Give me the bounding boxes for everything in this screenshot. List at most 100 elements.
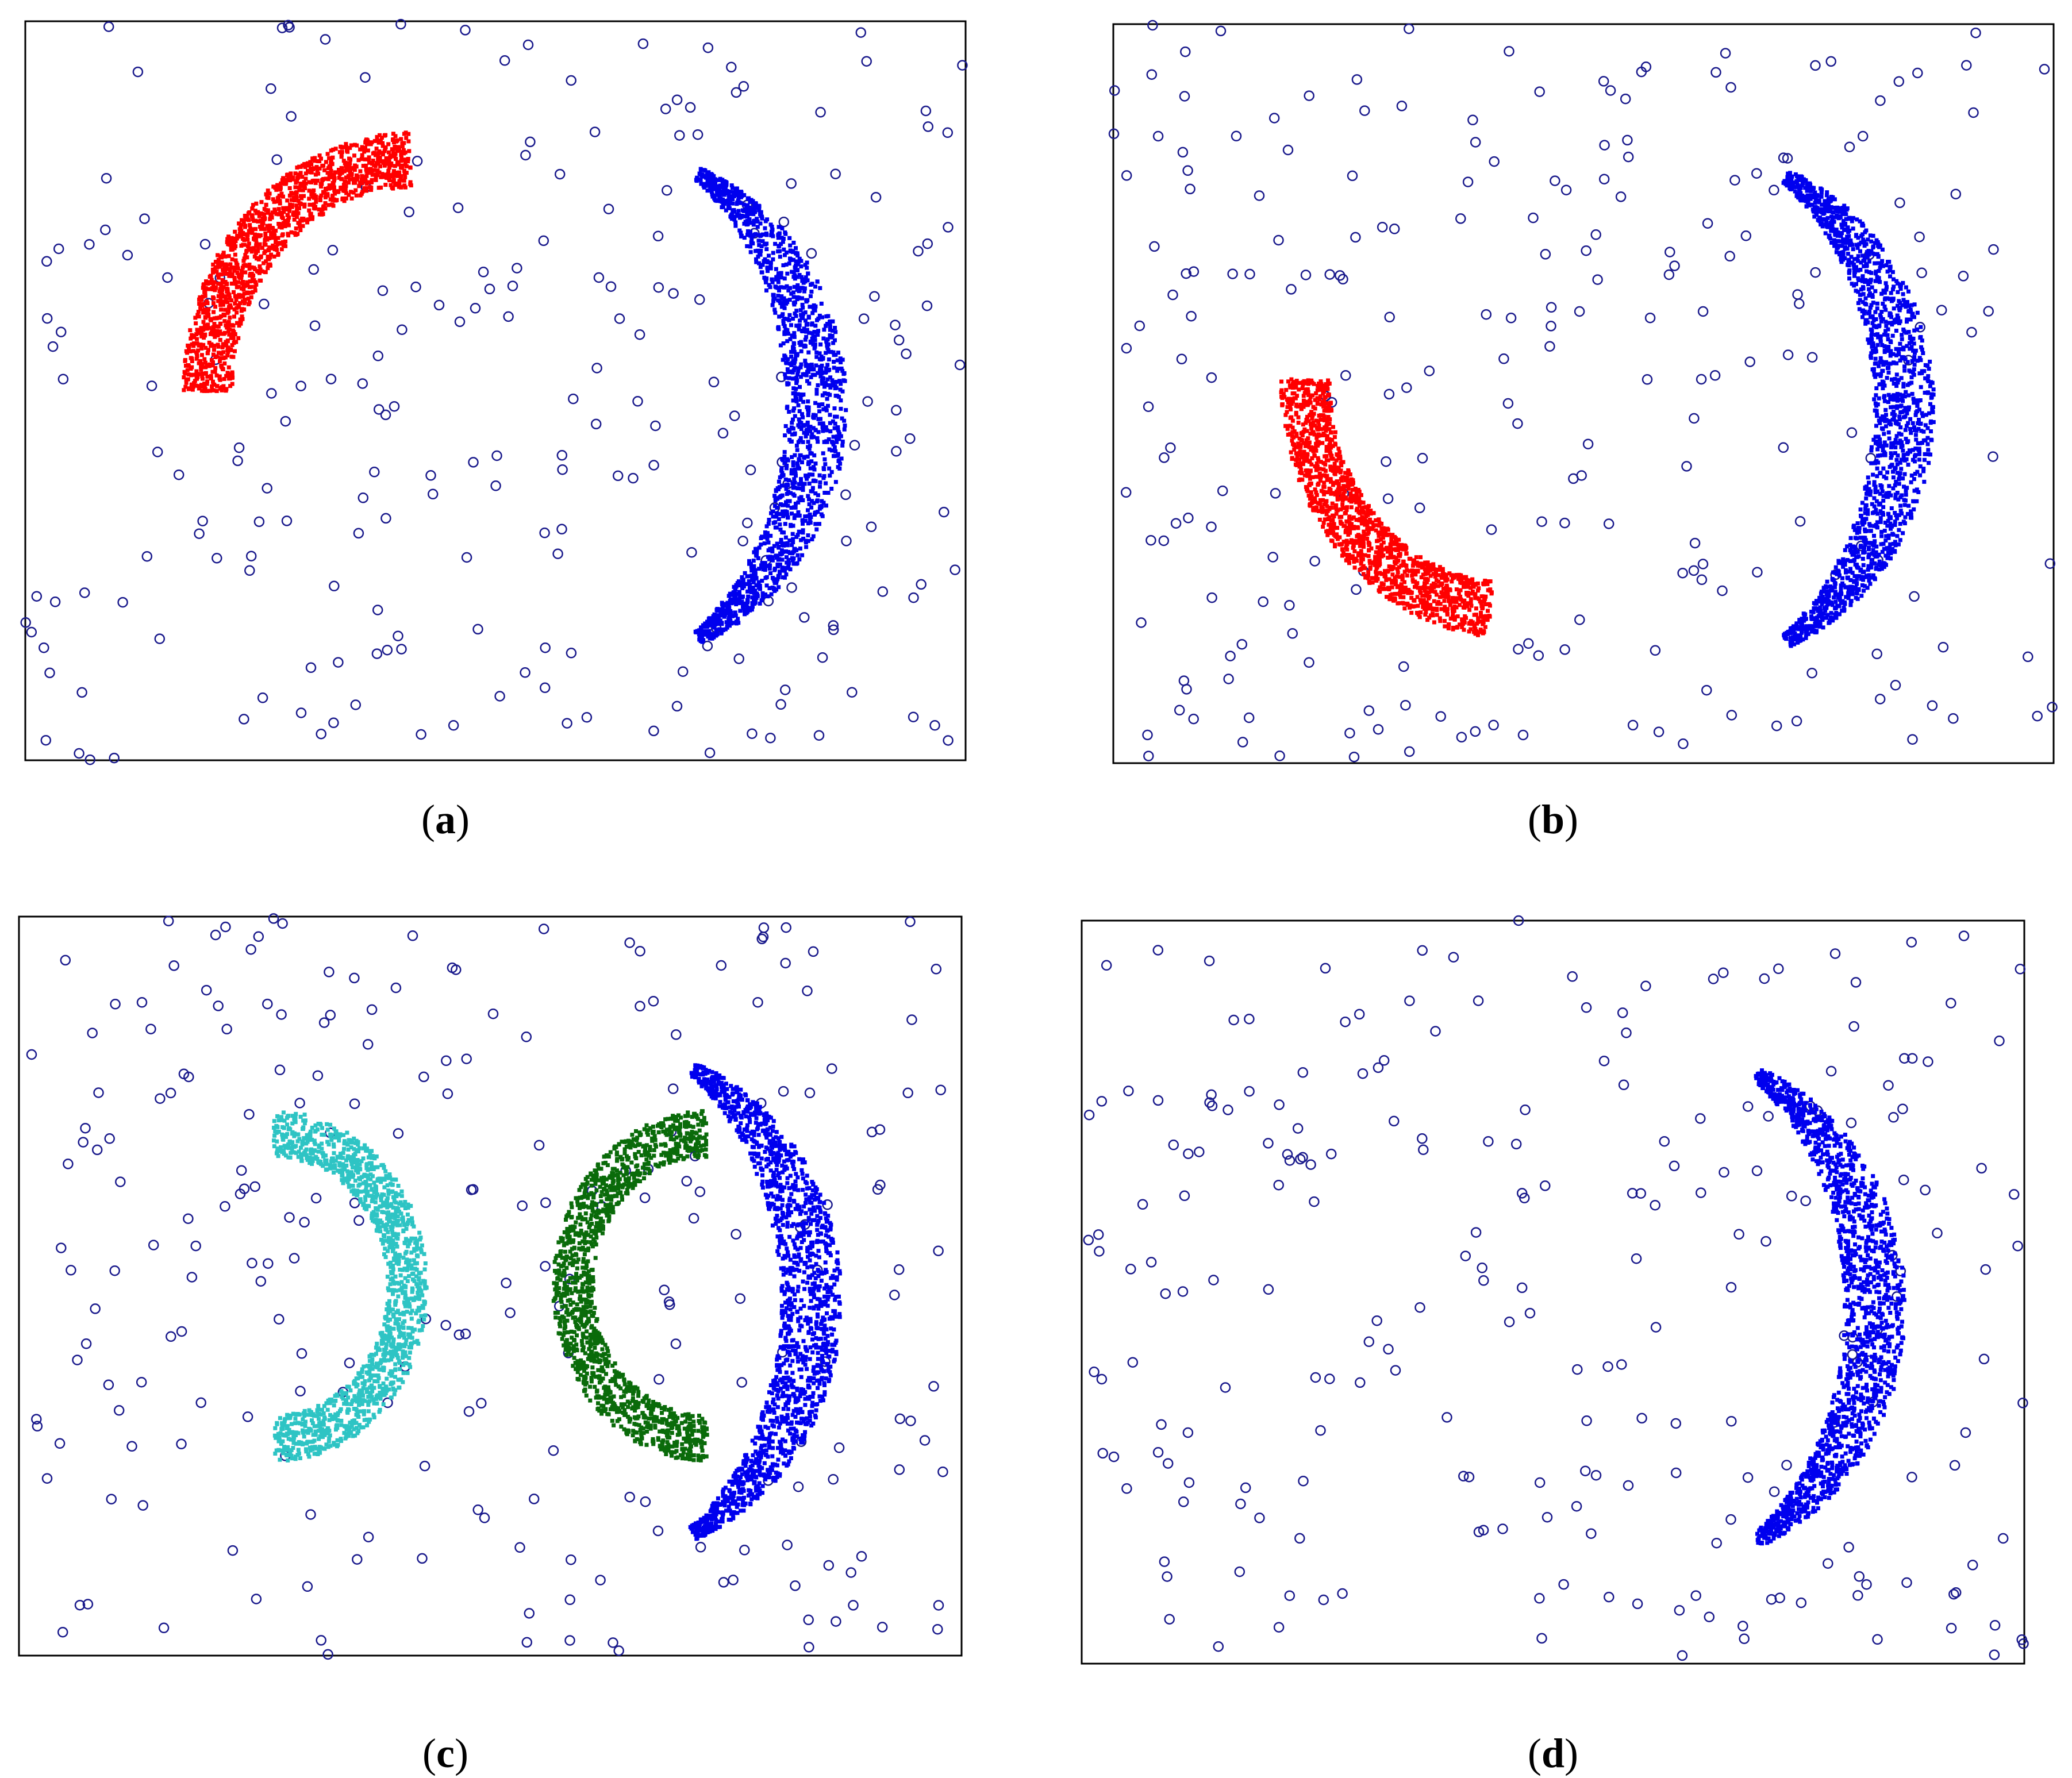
cluster-point	[740, 595, 744, 600]
cluster-point	[792, 406, 797, 411]
cluster-point	[1460, 575, 1465, 579]
cluster-point	[185, 351, 190, 355]
cluster-point	[257, 242, 262, 247]
cluster-red	[1279, 377, 1494, 637]
cluster-point	[1327, 448, 1332, 452]
cluster-point	[1395, 567, 1400, 571]
cluster-point	[792, 334, 796, 338]
cluster-point	[1328, 488, 1333, 492]
cluster-point	[303, 218, 308, 222]
cluster-point	[1462, 603, 1467, 607]
noise-point	[1970, 27, 1981, 39]
cluster-point	[1413, 568, 1417, 573]
noise-point	[308, 264, 319, 275]
cluster-point	[1377, 517, 1381, 522]
cluster-point	[257, 271, 262, 275]
cluster-point	[341, 169, 345, 174]
cluster-point	[203, 371, 208, 375]
noise-point	[891, 405, 902, 416]
cluster-point	[818, 374, 823, 379]
cluster-point	[402, 168, 406, 173]
cluster-point	[716, 193, 721, 197]
cluster-point	[408, 180, 413, 184]
cluster-point	[197, 331, 201, 336]
cluster-point	[781, 473, 786, 478]
cluster-point	[1306, 392, 1310, 397]
cluster-point	[759, 565, 764, 570]
cluster-point	[1882, 344, 1887, 348]
noise-point	[1689, 537, 1701, 549]
noise-point	[1726, 710, 1737, 721]
noise-point	[1498, 353, 1509, 364]
cluster-point	[767, 567, 772, 571]
cluster-point	[784, 262, 789, 267]
cluster-point	[774, 267, 778, 271]
cluster-point	[235, 236, 239, 241]
cluster-point	[775, 556, 780, 560]
cluster-point	[793, 251, 798, 255]
cluster-point	[810, 372, 815, 377]
cluster-point	[221, 356, 226, 360]
noise-point	[1875, 95, 1886, 106]
cluster-point	[1335, 494, 1340, 498]
cluster-point	[835, 394, 840, 398]
cluster-point	[1288, 415, 1293, 420]
cluster-point	[386, 142, 391, 147]
noise-point	[745, 464, 756, 475]
cluster-point	[290, 203, 294, 207]
cluster-point	[1898, 503, 1903, 508]
cluster-point	[1429, 583, 1434, 588]
cluster-point	[795, 295, 800, 299]
cluster-point	[1487, 614, 1491, 618]
noise-point	[671, 701, 683, 712]
noise-point	[199, 238, 211, 250]
cluster-point	[1321, 498, 1325, 502]
cluster-point	[817, 351, 822, 356]
cluster-point	[790, 481, 795, 486]
cluster-point	[1406, 591, 1410, 595]
cluster-point	[203, 387, 207, 391]
noise-point	[1950, 188, 1962, 199]
cluster-point	[245, 255, 249, 260]
cluster-point	[249, 284, 253, 289]
noise-point	[173, 469, 184, 480]
cluster-point	[316, 171, 321, 176]
cluster-point	[749, 240, 754, 245]
cluster-point	[1356, 553, 1360, 558]
cluster-point	[782, 324, 787, 328]
cluster-point	[189, 336, 193, 341]
cluster-point	[726, 191, 731, 196]
noise-point	[395, 18, 406, 30]
cluster-point	[793, 273, 797, 278]
cluster-point	[260, 245, 264, 250]
cluster-point	[347, 180, 351, 185]
cluster-point	[802, 456, 806, 460]
cluster-point	[300, 175, 305, 179]
cluster-point	[1344, 497, 1348, 501]
cluster-point	[349, 173, 353, 178]
cluster-point	[754, 260, 759, 264]
cluster-point	[1456, 591, 1461, 596]
noise-point	[1696, 374, 1707, 385]
cluster-point	[1434, 578, 1439, 583]
cluster-point	[711, 632, 716, 637]
cluster-point	[210, 343, 214, 348]
cluster-point	[1394, 556, 1398, 560]
cluster-point	[763, 257, 767, 261]
cluster-point	[1489, 590, 1494, 595]
cluster-point	[1425, 586, 1430, 590]
cluster-blue	[693, 167, 848, 644]
cluster-point	[809, 283, 813, 287]
cluster-point	[1423, 588, 1427, 593]
cluster-point	[359, 178, 364, 182]
cluster-point	[200, 361, 205, 366]
cluster-point	[1423, 560, 1428, 565]
cluster-point	[359, 157, 364, 161]
noise-point	[1794, 515, 1806, 527]
cluster-point	[797, 557, 802, 561]
cluster-point	[795, 486, 800, 491]
cluster-point	[234, 261, 239, 265]
cluster-point	[396, 145, 401, 149]
noise-point	[1236, 638, 1248, 650]
cluster-point	[805, 455, 810, 459]
